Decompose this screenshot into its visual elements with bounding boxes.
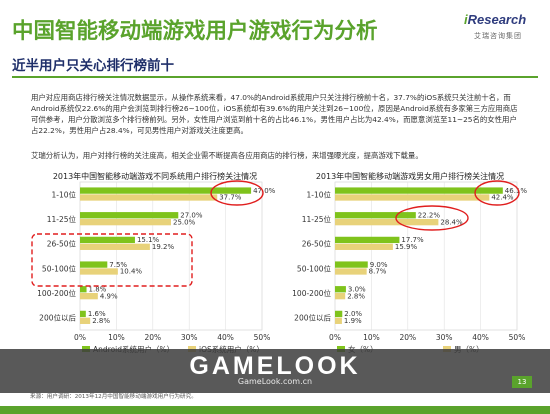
category-label: 50-100位 xyxy=(42,263,77,273)
analysis-paragraph: 用户对应用商店排行榜关注情况数据显示，从操作系统来看，47.0%的Android… xyxy=(31,93,518,135)
bar xyxy=(335,293,346,300)
x-tick-label: 20% xyxy=(399,333,416,342)
bar xyxy=(80,219,171,226)
bar xyxy=(335,219,439,226)
data-label: 15.9% xyxy=(395,243,418,251)
bar xyxy=(335,194,490,201)
chart-os: 0% 10% 20% 30% 40% 50% 1-10位 47.0% 37.7% 11-25位 27… xyxy=(31,180,276,354)
data-label: 22.2% xyxy=(418,212,441,220)
data-label: 4.9% xyxy=(100,292,118,300)
logo-brand-text: Research xyxy=(467,12,527,27)
bar xyxy=(80,293,98,300)
data-label: 7.5% xyxy=(109,261,127,269)
category-label: 200位以后 xyxy=(294,313,331,323)
bar xyxy=(335,286,346,293)
footer-bar xyxy=(0,406,550,414)
data-label: 46.1% xyxy=(505,187,528,195)
bar xyxy=(335,310,343,318)
x-tick-label: 10% xyxy=(363,333,380,342)
data-label: 1.9% xyxy=(344,317,362,325)
data-label: 17.7% xyxy=(401,236,424,244)
page-subtitle: 近半用户只关心排行榜前十 xyxy=(12,58,174,74)
category-label: 26-50位 xyxy=(302,239,332,249)
highlight-box xyxy=(31,233,193,287)
watermark-url: GameLook.com.cn xyxy=(237,377,313,386)
bar xyxy=(80,187,252,194)
category-label: 100-200位 xyxy=(292,288,331,298)
x-tick-label: 50% xyxy=(254,333,271,342)
bar xyxy=(80,261,108,268)
data-label: 2.0% xyxy=(344,310,362,318)
iresearch-logo: iResearch 艾瑞咨询集团 xyxy=(462,10,546,44)
bar xyxy=(335,236,400,244)
data-label: 27.0% xyxy=(180,212,203,220)
x-tick-label: 30% xyxy=(181,333,198,342)
bar xyxy=(335,261,368,268)
bar xyxy=(335,212,416,219)
bar xyxy=(80,236,135,244)
chart-gender-title: 2013年中国智能移动端游戏男女用户排行榜关注情况 xyxy=(315,172,505,181)
category-label: 50-100位 xyxy=(297,263,332,273)
category-label: 100-200位 xyxy=(37,288,76,298)
x-tick-label: 40% xyxy=(472,333,489,342)
highlight-ellipse xyxy=(395,205,469,231)
category-label: 11-25位 xyxy=(47,214,77,224)
x-tick-label: 20% xyxy=(144,333,161,342)
data-label: 47.0% xyxy=(253,187,276,195)
data-label: 1.6% xyxy=(88,310,106,318)
x-tick-label: 40% xyxy=(217,333,234,342)
watermark-banner xyxy=(0,349,550,393)
header-divider xyxy=(12,76,538,78)
data-label: 42.4% xyxy=(491,194,514,202)
conclusion-paragraph: 艾瑞分析认为，用户对排行榜的关注度高，相关企业需不断提高各应用商店的排行榜，来增… xyxy=(31,151,423,160)
x-tick-label: 0% xyxy=(329,333,341,342)
highlight-ellipse xyxy=(210,180,264,206)
x-tick-label: 0% xyxy=(74,333,86,342)
bar xyxy=(80,243,150,250)
data-label: 2.8% xyxy=(92,317,110,325)
bar xyxy=(80,212,179,219)
category-label: 26-50位 xyxy=(47,239,77,249)
category-label: 200位以后 xyxy=(39,313,76,323)
bar xyxy=(335,243,393,250)
data-label: 37.7% xyxy=(219,194,242,202)
x-tick-label: 30% xyxy=(436,333,453,342)
x-tick-label: 10% xyxy=(108,333,125,342)
page-number: 13 xyxy=(512,376,532,388)
bar xyxy=(80,194,218,201)
page-title: 中国智能移动端游戏用户游戏行为分析 xyxy=(12,19,378,44)
chart-os-title: 2013年中国智能移动端游戏不同系统用户排行榜关注情况 xyxy=(52,172,258,181)
data-label: 25.0% xyxy=(173,218,196,226)
bar xyxy=(335,317,342,324)
highlight-ellipse xyxy=(474,180,520,206)
data-label: 1.8% xyxy=(89,286,107,294)
data-label: 9.0% xyxy=(370,261,388,269)
data-label: 10.4% xyxy=(120,268,143,276)
data-label: 28.4% xyxy=(440,218,463,226)
data-label: 15.1% xyxy=(137,236,160,244)
data-label: 19.2% xyxy=(152,243,175,251)
bar xyxy=(80,317,91,324)
bar xyxy=(80,268,118,275)
logo-brand: iResearch xyxy=(464,12,527,27)
bar xyxy=(335,187,503,194)
logo-subtext: 艾瑞咨询集团 xyxy=(474,32,522,40)
bar xyxy=(335,268,367,275)
category-label: 1-10位 xyxy=(51,189,76,199)
data-label: 8.7% xyxy=(369,268,387,276)
x-tick-label: 50% xyxy=(509,333,526,342)
chart-gender: 0% 10% 20% 30% 40% 50% 1-10位 46.1%42.4% 11-25位 22… xyxy=(292,180,528,354)
bar xyxy=(80,310,86,318)
data-label: 2.8% xyxy=(347,292,365,300)
watermark-logo: GAMELOOK xyxy=(189,352,361,380)
category-label: 11-25位 xyxy=(302,214,332,224)
source-note: 来源：用户调研：2013年12月中国智能移动端游戏用户行为研究。 xyxy=(30,394,197,400)
data-label: 3.0% xyxy=(348,286,366,294)
bar xyxy=(80,286,87,293)
category-label: 1-10位 xyxy=(306,189,331,199)
plot-frame xyxy=(79,181,263,331)
